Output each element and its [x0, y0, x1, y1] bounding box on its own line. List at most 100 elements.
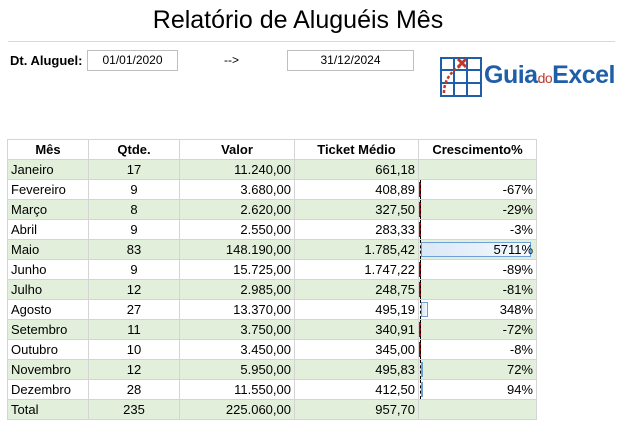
- qtde-cell[interactable]: 9: [88, 179, 180, 200]
- valor-cell[interactable]: 11.550,00: [179, 379, 295, 400]
- month-cell[interactable]: Fevereiro: [7, 179, 89, 200]
- crescimento-value: -89%: [502, 262, 533, 277]
- crescimento-value: 348%: [499, 302, 533, 317]
- growth-bar-axis: [420, 260, 421, 279]
- ticket-medio-cell[interactable]: 661,18: [294, 159, 419, 180]
- qtde-cell[interactable]: 17: [88, 159, 180, 180]
- crescimento-cell[interactable]: [418, 159, 537, 180]
- qtde-cell[interactable]: 83: [88, 239, 180, 260]
- qtde-cell[interactable]: 9: [88, 259, 180, 280]
- crescimento-cell[interactable]: 72%: [418, 359, 537, 380]
- ticket-medio-cell[interactable]: 412,50: [294, 379, 419, 400]
- growth-bar-axis: [420, 280, 421, 299]
- crescimento-cell[interactable]: -81%: [418, 279, 537, 300]
- month-cell[interactable]: Março: [7, 199, 89, 220]
- guia-do-excel-logo: GuiadoExcel: [438, 55, 638, 99]
- ticket-medio-cell[interactable]: 340,91: [294, 319, 419, 340]
- crescimento-cell[interactable]: [418, 399, 537, 420]
- month-cell[interactable]: Abril: [7, 219, 89, 240]
- ticket-medio-cell[interactable]: 1.747,22: [294, 259, 419, 280]
- crescimento-value: -67%: [502, 182, 533, 197]
- table-row: Julho 12 2.985,00 248,75 -81%: [7, 279, 537, 300]
- crescimento-cell[interactable]: 5711%: [418, 239, 537, 260]
- qtde-cell[interactable]: 11: [88, 319, 180, 340]
- growth-data-bar: [421, 382, 423, 397]
- valor-cell[interactable]: 5.950,00: [179, 359, 295, 380]
- month-cell[interactable]: Agosto: [7, 299, 89, 320]
- month-cell[interactable]: Total: [7, 399, 89, 420]
- crescimento-cell[interactable]: -67%: [418, 179, 537, 200]
- qtde-cell[interactable]: 9: [88, 219, 180, 240]
- crescimento-value: -72%: [502, 322, 533, 337]
- table-row: Abril 9 2.550,00 283,33 -3%: [7, 219, 537, 240]
- table-row: Setembro 11 3.750,00 340,91 -72%: [7, 319, 537, 340]
- end-date-field[interactable]: 31/12/2024: [287, 50, 414, 71]
- ticket-medio-cell[interactable]: 957,70: [294, 399, 419, 420]
- valor-cell[interactable]: 225.060,00: [179, 399, 295, 420]
- valor-cell[interactable]: 3.750,00: [179, 319, 295, 340]
- crescimento-cell[interactable]: -29%: [418, 199, 537, 220]
- growth-data-bar: [421, 362, 423, 377]
- valor-cell[interactable]: 15.725,00: [179, 259, 295, 280]
- crescimento-cell[interactable]: 348%: [418, 299, 537, 320]
- growth-bar-axis: [420, 360, 421, 379]
- month-cell[interactable]: Outubro: [7, 339, 89, 360]
- table-row: Novembro 12 5.950,00 495,83 72%: [7, 359, 537, 380]
- qtde-cell[interactable]: 27: [88, 299, 180, 320]
- crescimento-value: -29%: [502, 202, 533, 217]
- ticket-medio-cell[interactable]: 248,75: [294, 279, 419, 300]
- crescimento-cell[interactable]: 94%: [418, 379, 537, 400]
- valor-cell[interactable]: 13.370,00: [179, 299, 295, 320]
- growth-bar-axis: [420, 240, 421, 259]
- month-cell[interactable]: Janeiro: [7, 159, 89, 180]
- qtde-cell[interactable]: 235: [88, 399, 180, 420]
- ticket-medio-cell[interactable]: 327,50: [294, 199, 419, 220]
- title-divider: [8, 41, 615, 42]
- table-row: Janeiro 17 11.240,00 661,18: [7, 159, 537, 180]
- rentals-report-table: Mês Qtde. Valor Ticket Médio Crescimento…: [7, 139, 537, 420]
- ticket-medio-cell[interactable]: 283,33: [294, 219, 419, 240]
- month-cell[interactable]: Junho: [7, 259, 89, 280]
- ticket-medio-cell[interactable]: 345,00: [294, 339, 419, 360]
- ticket-medio-cell[interactable]: 495,83: [294, 359, 419, 380]
- crescimento-cell[interactable]: -72%: [418, 319, 537, 340]
- crescimento-cell[interactable]: -8%: [418, 339, 537, 360]
- valor-cell[interactable]: 2.550,00: [179, 219, 295, 240]
- table-row: Outubro 10 3.450,00 345,00 -8%: [7, 339, 537, 360]
- growth-bar-axis: [420, 300, 421, 319]
- date-filter-label: Dt. Aluguel:: [10, 53, 83, 68]
- report-title: Relatório de Aluguéis Mês: [152, 6, 444, 34]
- valor-cell[interactable]: 2.985,00: [179, 279, 295, 300]
- qtde-cell[interactable]: 28: [88, 379, 180, 400]
- valor-cell[interactable]: 2.620,00: [179, 199, 295, 220]
- valor-cell[interactable]: 11.240,00: [179, 159, 295, 180]
- growth-bar-axis: [420, 200, 421, 219]
- qtde-cell[interactable]: 12: [88, 359, 180, 380]
- month-cell[interactable]: Setembro: [7, 319, 89, 340]
- crescimento-value: 94%: [506, 382, 533, 397]
- valor-cell[interactable]: 148.190,00: [179, 239, 295, 260]
- qtde-cell[interactable]: 12: [88, 279, 180, 300]
- ticket-medio-cell[interactable]: 1.785,42: [294, 239, 419, 260]
- crescimento-value: 72%: [506, 362, 533, 377]
- qtde-cell[interactable]: 8: [88, 199, 180, 220]
- ticket-medio-cell[interactable]: 495,19: [294, 299, 419, 320]
- valor-cell[interactable]: 3.680,00: [179, 179, 295, 200]
- crescimento-cell[interactable]: -3%: [418, 219, 537, 240]
- header-ticket-medio: Ticket Médio: [294, 139, 419, 160]
- month-cell[interactable]: Maio: [7, 239, 89, 260]
- growth-bar-axis: [420, 220, 421, 239]
- valor-cell[interactable]: 3.450,00: [179, 339, 295, 360]
- table-row: Dezembro 28 11.550,00 412,50 94%: [7, 379, 537, 400]
- growth-bar-axis: [420, 380, 421, 399]
- qtde-cell[interactable]: 10: [88, 339, 180, 360]
- month-cell[interactable]: Novembro: [7, 359, 89, 380]
- growth-data-bar: [421, 302, 428, 317]
- crescimento-cell[interactable]: -89%: [418, 259, 537, 280]
- month-cell[interactable]: Dezembro: [7, 379, 89, 400]
- header-mes: Mês: [7, 139, 89, 160]
- ticket-medio-cell[interactable]: 408,89: [294, 179, 419, 200]
- start-date-field[interactable]: 01/01/2020: [87, 50, 178, 71]
- crescimento-value: -3%: [509, 222, 533, 237]
- month-cell[interactable]: Julho: [7, 279, 89, 300]
